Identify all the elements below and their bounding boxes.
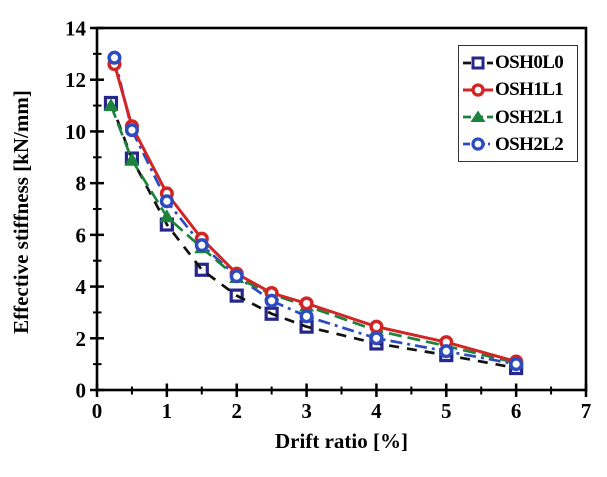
- y-tick-label: 0: [76, 379, 87, 403]
- series-line-osh2l2: [113, 57, 517, 366]
- legend-item-osh2l2: OSH2L2: [462, 135, 577, 154]
- y-tick-label: 4: [76, 275, 87, 299]
- marker-osh2l1: [124, 152, 140, 166]
- x-tick-label: 2: [231, 399, 242, 423]
- marker-osh2l2: [299, 309, 314, 324]
- marker-osh2l2: [194, 238, 209, 253]
- x-tick-label: 7: [581, 399, 592, 423]
- legend-label: OSH0L0: [495, 52, 564, 74]
- legend-item-osh1l1: OSH1L1: [462, 80, 577, 99]
- legend-label: OSH2L2: [495, 133, 564, 155]
- y-tick-label: 6: [76, 223, 87, 247]
- marker-osh2l1: [103, 98, 119, 112]
- series-line-osh2l1: [109, 105, 517, 365]
- marker-osh2l2: [159, 194, 174, 209]
- y-tick-label: 12: [65, 68, 86, 92]
- marker-osh2l2: [439, 344, 454, 359]
- open-circle-marker-icon: [463, 137, 493, 152]
- legend-item-osh0l0: OSH0L0: [462, 53, 577, 72]
- legend: OSH0L0 OSH1L1 OSH2L1 OSH2L2: [458, 45, 578, 162]
- marker-osh2l1: [159, 209, 175, 223]
- open-circle-marker-icon: [463, 83, 493, 97]
- x-tick-label: 4: [371, 399, 382, 423]
- filled-triangle-marker-icon: [463, 110, 493, 123]
- series-line-osh0l0: [109, 102, 517, 370]
- marker-osh0l0: [194, 262, 209, 277]
- marker-osh1l1: [299, 296, 314, 311]
- marker-osh2l2: [229, 269, 244, 284]
- x-tick-label: 3: [301, 399, 312, 423]
- y-axis-title: Effective stiffness [kN/mm]: [9, 90, 33, 334]
- open-square-marker-icon: [463, 56, 493, 70]
- legend-label: OSH1L1: [495, 79, 564, 101]
- marker-osh2l2: [369, 331, 384, 346]
- x-tick-label: 0: [92, 399, 103, 423]
- y-tick-label: 2: [76, 327, 87, 351]
- plot-frame: [95, 26, 588, 392]
- legend-label: OSH2L1: [495, 106, 564, 128]
- marker-osh2l2: [124, 123, 139, 138]
- x-axis-title: Drift ratio [%]: [275, 429, 408, 453]
- x-tick-label: 1: [162, 399, 173, 423]
- y-tick-label: 8: [76, 172, 87, 196]
- x-tick-label: 5: [441, 399, 452, 423]
- y-tick-label: 14: [65, 17, 87, 41]
- marker-osh2l2: [107, 50, 122, 65]
- marker-osh1l1: [369, 319, 384, 334]
- y-tick-label: 10: [65, 120, 86, 144]
- x-tick-label: 6: [511, 399, 522, 423]
- legend-item-osh2l1: OSH2L1: [462, 108, 577, 127]
- marker-osh2l2: [264, 293, 279, 308]
- marker-osh2l2: [509, 357, 524, 372]
- series-line-osh1l1: [113, 63, 517, 364]
